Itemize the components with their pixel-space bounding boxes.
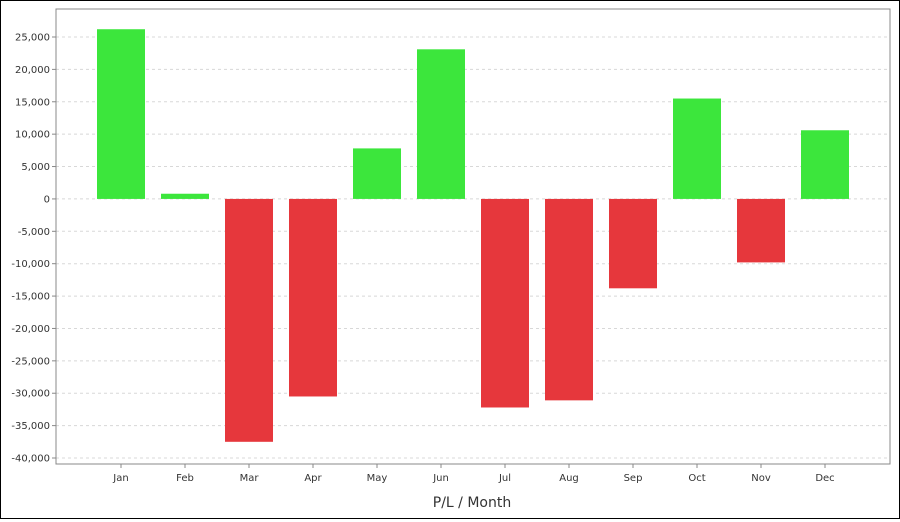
bar-sep bbox=[609, 198, 657, 289]
bar-jul bbox=[481, 198, 529, 408]
plot-area-border bbox=[55, 8, 891, 465]
bar-mar bbox=[225, 198, 273, 442]
y-tick-label: -15,000 bbox=[11, 292, 50, 303]
bar-apr bbox=[289, 198, 337, 397]
x-tick-label: Jan bbox=[112, 473, 128, 484]
y-tick-label: -40,000 bbox=[11, 454, 50, 465]
bar-jan bbox=[97, 29, 145, 199]
x-tick-label: Sep bbox=[624, 473, 643, 484]
bars bbox=[97, 29, 849, 442]
y-tick-label: -35,000 bbox=[11, 421, 50, 432]
y-tick-label: 10,000 bbox=[15, 130, 50, 141]
y-tick-label: 20,000 bbox=[15, 65, 50, 76]
x-tick-label: May bbox=[367, 473, 388, 484]
y-tick-label: 25,000 bbox=[15, 33, 50, 44]
axes bbox=[52, 8, 891, 468]
x-tick-labels: Jan Feb Mar Apr May Jun Jul Aug Sep Oct Nov Dec bbox=[112, 473, 834, 484]
x-tick-label: Jun bbox=[432, 473, 449, 484]
y-tick-label: 0 bbox=[44, 194, 50, 205]
y-tick-label: -30,000 bbox=[11, 389, 50, 400]
x-axis-title: P/L / Month bbox=[433, 495, 511, 511]
x-tick-label: Feb bbox=[176, 473, 194, 484]
x-tick-label: Apr bbox=[304, 473, 322, 484]
grid-lines bbox=[56, 36, 890, 459]
bar-dec bbox=[801, 130, 849, 199]
y-tick-label: -10,000 bbox=[11, 259, 50, 270]
x-tick-label: Jul bbox=[498, 473, 511, 484]
bar-feb bbox=[161, 193, 209, 199]
x-tick-label: Oct bbox=[688, 473, 705, 484]
bar-oct bbox=[673, 98, 721, 199]
y-tick-label: 5,000 bbox=[21, 162, 50, 173]
bar-jun bbox=[417, 49, 465, 199]
x-tick-label: Mar bbox=[240, 473, 260, 484]
y-tick-label: -20,000 bbox=[11, 324, 50, 335]
y-tick-label: -25,000 bbox=[11, 356, 50, 367]
bar-may bbox=[353, 148, 401, 199]
bar-aug bbox=[545, 198, 593, 401]
y-tick-labels: 25,000 20,000 15,000 10,000 5,000 0 -5,000 -10,… bbox=[11, 33, 50, 465]
x-tick-label: Nov bbox=[751, 473, 771, 484]
x-tick-label: Dec bbox=[815, 473, 834, 484]
y-tick-label: 15,000 bbox=[15, 97, 50, 108]
x-tick-label: Aug bbox=[559, 473, 579, 484]
bar-nov bbox=[737, 198, 785, 263]
y-tick-label: -5,000 bbox=[18, 227, 50, 238]
